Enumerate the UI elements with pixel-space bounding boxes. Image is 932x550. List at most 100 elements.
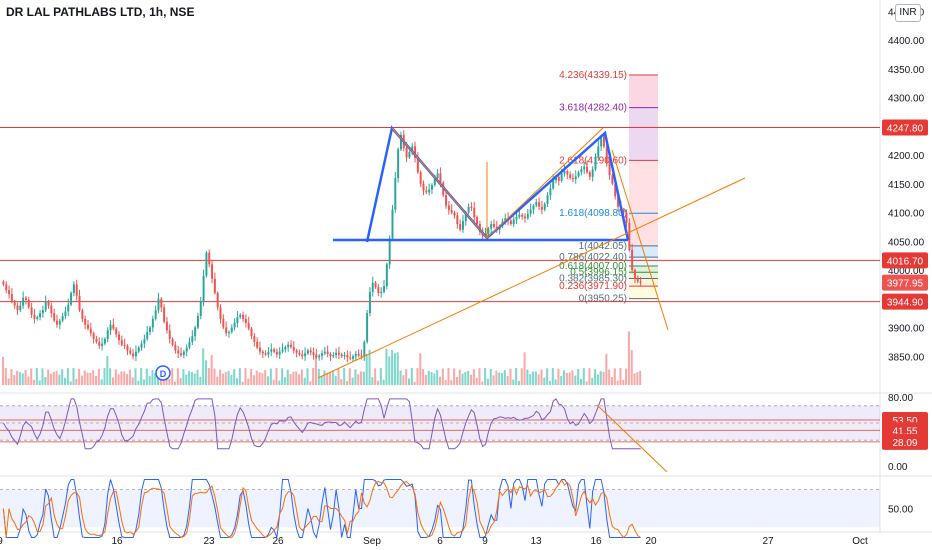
volume-bar: [382, 379, 385, 385]
candle-body: [81, 310, 84, 319]
y-tick-label: 4100.00: [888, 209, 925, 220]
volume-bar: [230, 374, 233, 385]
y-tick-label: 4200.00: [888, 151, 925, 162]
volume-bar: [546, 368, 549, 385]
candle-body: [518, 214, 521, 218]
volume-bar: [436, 369, 439, 385]
volume-bar: [109, 368, 112, 385]
candle-body: [318, 355, 321, 358]
candle-body: [617, 196, 620, 207]
volume-bar: [168, 378, 171, 385]
volume-bar: [241, 381, 244, 385]
candle-body: [628, 222, 631, 250]
candle-body: [428, 189, 431, 193]
candle-body: [44, 301, 47, 311]
volume-bar: [151, 370, 154, 385]
volume-bar: [61, 369, 64, 385]
price-label-text: 3944.90: [887, 298, 924, 309]
volume-bar: [64, 377, 67, 385]
candle-body: [560, 173, 563, 181]
candle-body: [388, 238, 391, 265]
volume-bar: [123, 371, 126, 385]
candle-body: [47, 301, 50, 306]
price-label-box: [882, 274, 928, 291]
volume-bar: [306, 368, 309, 385]
candle-body: [639, 281, 642, 283]
volume-bar: [114, 369, 117, 385]
candle-body: [72, 284, 75, 293]
chart-title: DR LAL PATHLABS LTD, 1h, NSE: [6, 5, 195, 19]
candle-body: [433, 178, 436, 185]
volume-bar: [233, 369, 236, 385]
candle-body: [329, 353, 332, 357]
volume-bar: [337, 368, 340, 385]
candle-body: [574, 176, 577, 180]
candle-body: [242, 314, 245, 319]
candle-body: [106, 330, 109, 339]
fib-level-label: 4.236(4339.15): [559, 70, 627, 81]
candle-body: [84, 318, 87, 325]
volume-bar: [224, 372, 227, 385]
candle-body: [78, 295, 81, 311]
candle-body: [309, 350, 312, 353]
price-label-box: [882, 293, 928, 310]
volume-bar: [80, 375, 83, 385]
rsi-label-text: 41.55: [892, 426, 917, 437]
candle-body: [70, 293, 73, 305]
candle-body: [470, 206, 473, 208]
x-tick-label: 23: [203, 536, 215, 547]
volume-bar: [111, 377, 114, 385]
volume-bar: [484, 368, 487, 385]
volume-bar: [574, 375, 577, 385]
candle-body: [323, 351, 326, 354]
fib-zone: [629, 278, 658, 287]
candle-body: [459, 224, 462, 230]
volume-bar: [100, 379, 103, 385]
price-label-text: 3977.95: [887, 279, 924, 290]
volume-bar: [41, 368, 44, 385]
fib-level-label: 2.618(4190.60): [559, 155, 627, 166]
trend-line: [486, 127, 604, 239]
fib-level-label: 0.236(3971.90): [559, 281, 627, 292]
candle-body: [233, 322, 236, 328]
volume-bar: [551, 368, 554, 385]
volume-bar: [455, 376, 458, 385]
volume-bar: [419, 353, 422, 385]
volume-bar: [289, 373, 292, 385]
volume-bar: [13, 375, 16, 385]
volume-bar: [106, 356, 109, 385]
fib-level-label: 3.618(4282.40): [559, 103, 627, 114]
currency-button[interactable]: INR: [895, 4, 921, 22]
candle-body: [123, 344, 126, 346]
candle-body: [602, 136, 605, 147]
candle-body: [168, 330, 171, 339]
candle-body: [377, 287, 380, 293]
candle-body: [2, 281, 5, 285]
candle-body: [36, 317, 39, 319]
volume-bar: [557, 368, 560, 385]
candle-body: [591, 169, 594, 177]
rsi-tick-label: 0.00: [888, 462, 908, 473]
volume-bar: [517, 380, 520, 385]
volume-bar: [49, 373, 52, 385]
x-tick-label: 9: [0, 536, 3, 547]
volume-bar: [204, 360, 208, 385]
volume-bar: [255, 370, 258, 385]
fib-zone: [629, 160, 658, 214]
volume-bar: [213, 368, 216, 385]
candle-body: [447, 205, 450, 211]
candle-body: [515, 217, 518, 220]
volume-bar: [323, 370, 326, 385]
volume-bar: [120, 371, 123, 385]
candle-body: [87, 324, 89, 329]
candle-body: [143, 339, 146, 344]
candle-body: [53, 313, 56, 321]
candle-body: [10, 294, 13, 302]
volume-bar: [103, 368, 106, 385]
volume-bar: [47, 369, 50, 385]
candle-body: [174, 344, 177, 351]
candle-body: [467, 206, 470, 213]
candle-body: [622, 209, 625, 213]
volume-bar: [176, 368, 179, 385]
